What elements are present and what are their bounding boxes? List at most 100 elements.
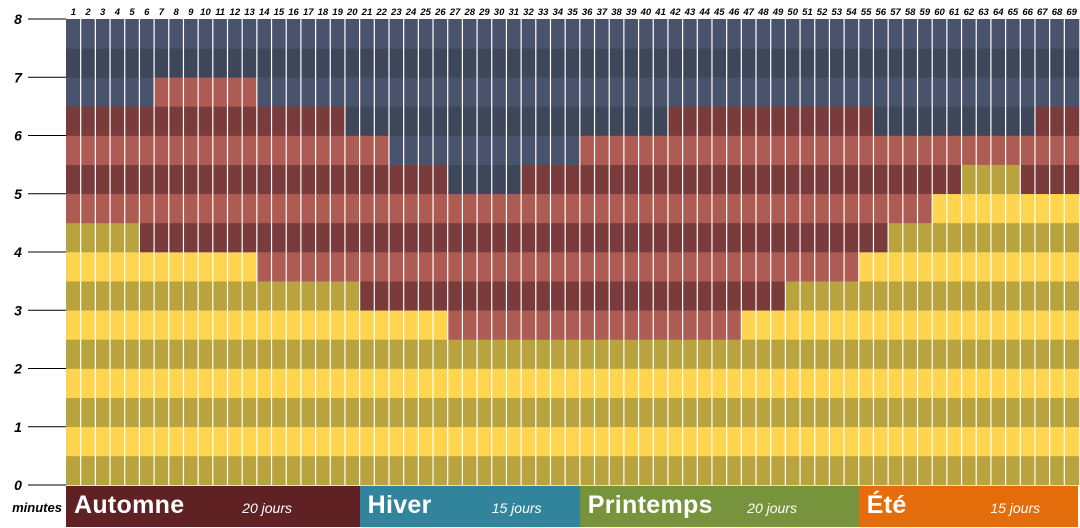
cell-blue: [873, 106, 889, 136]
cell-yellow: [565, 339, 581, 369]
cell-blue: [990, 106, 1006, 136]
cell-red: [594, 222, 610, 253]
cell-blue: [477, 164, 493, 195]
cell-red: [829, 164, 845, 195]
cell-yellow: [1005, 222, 1021, 253]
cell-red: [286, 106, 302, 136]
cell-red: [388, 164, 404, 195]
cell-blue: [550, 77, 566, 107]
cell-red: [902, 164, 918, 195]
cell-red: [462, 222, 478, 253]
cell-yellow: [1034, 252, 1050, 282]
cell-yellow: [286, 397, 302, 428]
cell-yellow: [785, 397, 801, 428]
cell-red: [286, 135, 302, 165]
cell-yellow: [946, 368, 962, 398]
cell-red: [300, 135, 316, 165]
cell-yellow: [212, 281, 228, 311]
cell-yellow: [785, 339, 801, 369]
cell-red: [183, 164, 199, 195]
cell-red: [1020, 135, 1036, 165]
cell-blue: [110, 77, 126, 107]
cell-blue: [330, 77, 346, 107]
cell-blue: [1034, 48, 1050, 78]
cell-yellow: [726, 455, 742, 486]
cell-blue: [418, 77, 434, 107]
cell-yellow: [80, 252, 96, 282]
cell-yellow: [667, 397, 683, 428]
cell-blue: [374, 19, 390, 49]
cell-blue: [844, 77, 860, 107]
cell-yellow: [653, 455, 669, 486]
cell-blue: [565, 19, 581, 49]
cell-blue: [271, 77, 287, 107]
cell-blue: [785, 48, 801, 78]
cell-red: [609, 310, 625, 340]
cell-red: [682, 164, 698, 195]
cell-blue: [550, 48, 566, 78]
cell-blue: [623, 48, 639, 78]
cell-yellow: [961, 193, 977, 224]
cell-yellow: [770, 426, 786, 457]
cell-red: [565, 164, 581, 195]
cell-blue: [1049, 19, 1065, 49]
cell-blue: [579, 48, 595, 78]
cell-yellow: [330, 397, 346, 428]
cell-red: [770, 193, 786, 224]
cell-yellow: [95, 222, 111, 253]
cell-yellow: [653, 397, 669, 428]
cell-red: [300, 164, 316, 195]
cell-red: [286, 222, 302, 253]
cell-yellow: [594, 397, 610, 428]
cell-blue: [917, 48, 933, 78]
cell-yellow: [506, 426, 522, 457]
cell-yellow: [154, 368, 170, 398]
cell-red: [829, 135, 845, 165]
cell-yellow: [521, 397, 537, 428]
cell-blue: [403, 48, 419, 78]
cell-yellow: [1064, 222, 1080, 253]
cell-blue: [286, 19, 302, 49]
cell-yellow: [741, 426, 757, 457]
cell-red: [726, 164, 742, 195]
cell-blue: [124, 77, 140, 107]
cell-blue: [418, 106, 434, 136]
cell-yellow: [741, 339, 757, 369]
cell-blue: [697, 19, 713, 49]
cell-yellow: [976, 455, 992, 486]
cell-blue: [242, 48, 258, 78]
x-tick-label: 12: [230, 7, 241, 18]
x-tick-label: 41: [654, 7, 666, 18]
cell-red: [756, 106, 771, 136]
cell-red: [506, 193, 522, 224]
cell-yellow: [183, 310, 199, 340]
cell-yellow: [521, 368, 537, 398]
cell-red: [800, 193, 816, 224]
cell-yellow: [800, 310, 816, 340]
cell-red: [95, 135, 111, 165]
cell-yellow: [242, 368, 258, 398]
cell-yellow: [242, 426, 258, 457]
cell-red: [139, 106, 155, 136]
cell-blue: [858, 19, 874, 49]
cell-yellow: [653, 339, 669, 369]
cell-yellow: [1005, 455, 1021, 486]
cell-yellow: [154, 455, 170, 486]
cell-yellow: [800, 281, 816, 311]
cell-blue: [873, 19, 889, 49]
cell-blue: [682, 77, 698, 107]
season-days: 20 jours: [747, 500, 797, 516]
cell-yellow: [858, 252, 874, 282]
cell-red: [344, 222, 360, 253]
cell-blue: [961, 106, 977, 136]
cell-yellow: [95, 310, 111, 340]
cell-red: [726, 222, 742, 253]
y-tick-label: 4: [13, 244, 22, 260]
cell-yellow: [800, 339, 816, 369]
cell-blue: [506, 48, 522, 78]
cell-red: [227, 164, 243, 195]
cell-yellow: [330, 426, 346, 457]
cell-yellow: [95, 339, 111, 369]
cell-yellow: [697, 368, 713, 398]
cell-blue: [491, 164, 507, 195]
